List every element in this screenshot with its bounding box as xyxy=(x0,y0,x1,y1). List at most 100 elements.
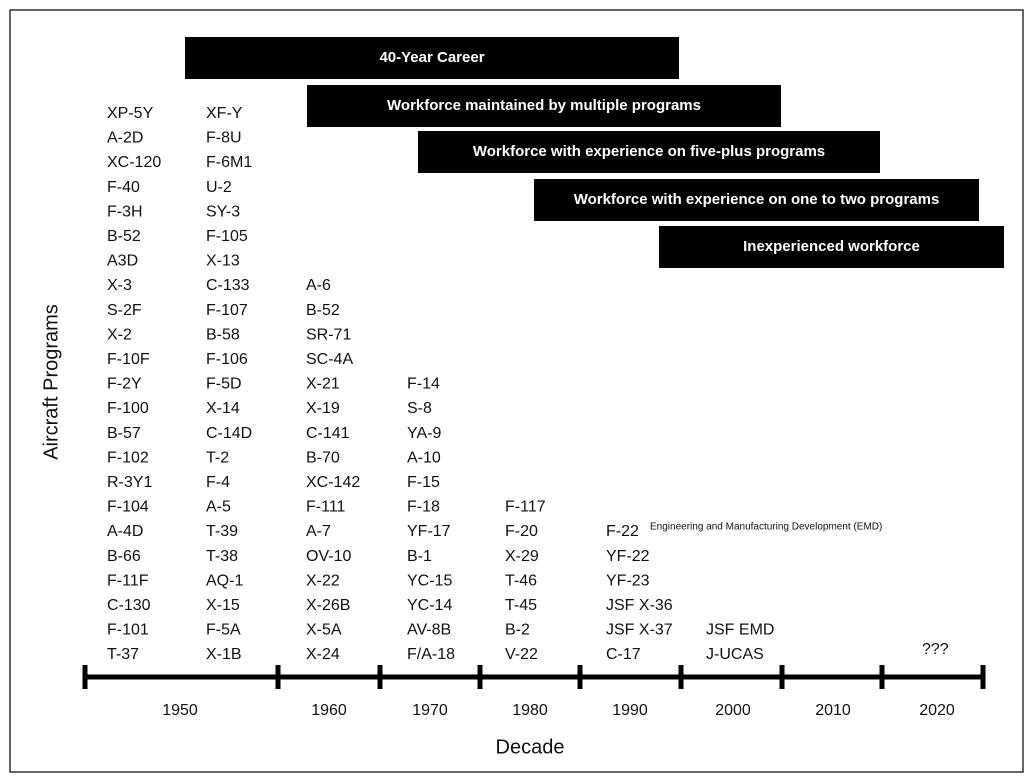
program: F-100 xyxy=(107,400,149,417)
program: F-104 xyxy=(107,499,149,516)
program: X-19 xyxy=(306,400,340,417)
program: C-130 xyxy=(107,597,151,614)
program: OV-10 xyxy=(306,548,351,565)
program: B-58 xyxy=(206,326,240,343)
program: B-66 xyxy=(107,548,141,565)
program: XF-Y xyxy=(206,105,243,122)
program: A-2D xyxy=(107,130,143,147)
program: F-40 xyxy=(107,179,140,196)
program: C-133 xyxy=(206,277,250,294)
program: S-8 xyxy=(407,400,432,417)
program: A-6 xyxy=(306,277,331,294)
program: F-2Y xyxy=(107,376,142,393)
program: F-14 xyxy=(407,376,440,393)
program: X-2 xyxy=(107,326,132,343)
program: T-39 xyxy=(206,523,238,540)
frame xyxy=(9,9,1024,773)
program: B-52 xyxy=(306,302,340,319)
x-axis-label: Decade xyxy=(496,736,565,758)
program: T-46 xyxy=(505,572,537,589)
bar xyxy=(659,226,1004,268)
program: F-18 xyxy=(407,499,440,516)
program: F/A-18 xyxy=(407,646,455,663)
program: YC-15 xyxy=(407,572,452,589)
program: T-37 xyxy=(107,646,139,663)
program: A-5 xyxy=(206,499,231,516)
program: YF-22 xyxy=(606,548,650,565)
program: F-101 xyxy=(107,622,149,639)
program: F-111 xyxy=(306,499,346,516)
program: XC-120 xyxy=(107,154,161,171)
program: F-105 xyxy=(206,228,248,245)
program: X-1B xyxy=(206,646,242,663)
program: SR-71 xyxy=(306,326,351,343)
program: F-106 xyxy=(206,351,248,368)
program: X-3 xyxy=(107,277,132,294)
decade-label: 1950 xyxy=(162,702,198,719)
program: T-45 xyxy=(505,597,537,614)
program: X-14 xyxy=(206,400,240,417)
program: J-UCAS xyxy=(706,646,764,663)
program: T-2 xyxy=(206,449,229,466)
program: B-2 xyxy=(505,622,530,639)
program: F-6M1 xyxy=(206,154,252,171)
program: R-3Y1 xyxy=(107,474,152,491)
program: X-24 xyxy=(306,646,340,663)
program: T-38 xyxy=(206,548,238,565)
program: X-22 xyxy=(306,572,340,589)
program: F-5A xyxy=(206,622,241,639)
program: XP-5Y xyxy=(107,105,154,122)
bar-label: Workforce with experience on one to two … xyxy=(574,191,940,208)
program: JSF X-37 xyxy=(606,622,673,639)
program: X-5A xyxy=(306,622,342,639)
program: XC-142 xyxy=(306,474,360,491)
program: SY-3 xyxy=(206,203,240,220)
program: JSF EMD xyxy=(706,622,774,639)
program: A-7 xyxy=(306,523,331,540)
bar-label: Workforce maintained by multiple program… xyxy=(387,97,701,114)
program: AQ-1 xyxy=(206,572,243,589)
decade-label: 1980 xyxy=(512,702,548,719)
program: F-15 xyxy=(407,474,440,491)
program: F-5D xyxy=(206,376,242,393)
program: B-57 xyxy=(107,425,141,442)
program: AV-8B xyxy=(407,622,451,639)
program: U-2 xyxy=(206,179,232,196)
program: F-10F xyxy=(107,351,150,368)
y-axis-label: Aircraft Programs xyxy=(40,304,62,460)
program: JSF X-36 xyxy=(606,597,673,614)
program: B-70 xyxy=(306,449,340,466)
program: X-13 xyxy=(206,253,240,270)
bar xyxy=(534,179,979,221)
program: X-26B xyxy=(306,597,350,614)
program: V-22 xyxy=(505,646,538,663)
bar xyxy=(307,85,781,127)
program: F-117 xyxy=(505,499,546,516)
program: F-102 xyxy=(107,449,149,466)
program: C-17 xyxy=(606,646,641,663)
program: F-22 xyxy=(606,523,639,540)
bar-label: Inexperienced workforce xyxy=(743,238,920,255)
program: A-4D xyxy=(107,523,143,540)
decade-label: 2020 xyxy=(919,702,955,719)
program: X-15 xyxy=(206,597,240,614)
program: B-52 xyxy=(107,228,141,245)
program: F-4 xyxy=(206,474,230,491)
decade-label: 2000 xyxy=(715,702,751,719)
program: F-3H xyxy=(107,203,143,220)
decade-label: 1990 xyxy=(612,702,648,719)
program: ??? xyxy=(922,641,949,658)
program: A-10 xyxy=(407,449,441,466)
program: YC-14 xyxy=(407,597,452,614)
program: B-1 xyxy=(407,548,432,565)
program: F-20 xyxy=(505,523,538,540)
bar xyxy=(185,37,679,79)
annotation: Engineering and Manufacturing Developmen… xyxy=(650,522,882,533)
decade-label: 2010 xyxy=(815,702,851,719)
program: F-107 xyxy=(206,302,248,319)
bar xyxy=(418,131,880,173)
program: YF-23 xyxy=(606,572,650,589)
program: X-29 xyxy=(505,548,539,565)
program: YF-17 xyxy=(407,523,451,540)
